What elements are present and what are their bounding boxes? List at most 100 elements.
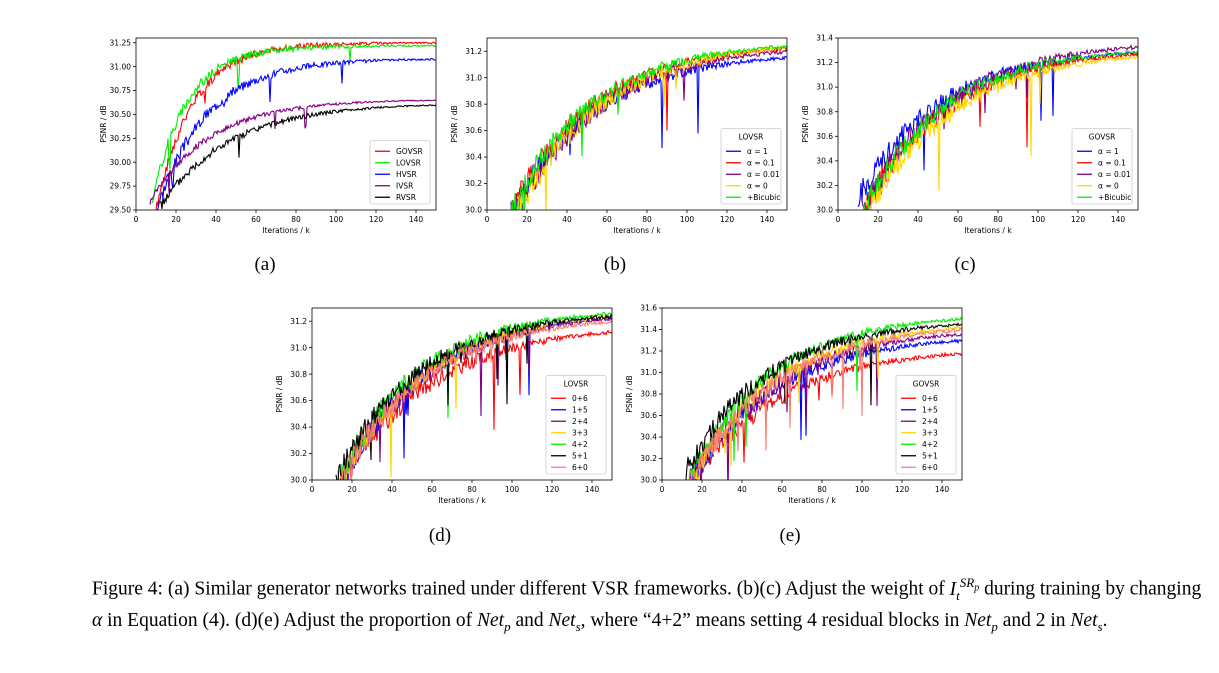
panel-label-e: (e) xyxy=(779,525,801,546)
x-tick-label-b-6: 120 xyxy=(720,215,735,224)
x-axis-label-a: Iterations / k xyxy=(262,226,310,235)
x-tick-label-c-2: 40 xyxy=(913,215,923,224)
legend-entry-a-4: RVSR xyxy=(396,193,416,202)
x-tick-label-a-3: 60 xyxy=(251,215,261,224)
caption-part-6: and 2 in xyxy=(1002,610,1066,632)
legend-title-d: LOVSR xyxy=(564,380,589,389)
y-tick-label-d-0: 30.0 xyxy=(290,476,307,485)
x-tick-label-a-4: 80 xyxy=(291,215,301,224)
legend-entry-e-6: 6+0 xyxy=(922,463,938,472)
x-tick-label-c-0: 0 xyxy=(836,215,841,224)
x-tick-label-a-0: 0 xyxy=(134,215,139,224)
y-axis-label-e: PSNR / dB xyxy=(625,375,634,412)
x-tick-label-d-3: 60 xyxy=(427,485,437,494)
series-line-e-1 xyxy=(689,338,962,480)
y-tick-label-b-3: 30.6 xyxy=(465,126,482,135)
series-line-d-5 xyxy=(335,313,612,480)
y-tick-label-c-4: 30.8 xyxy=(816,107,833,116)
legend-entry-b-0: α = 1 xyxy=(747,147,768,156)
series-line-a-4 xyxy=(159,104,436,209)
series-line-c-4 xyxy=(861,50,1138,210)
legend-entry-d-3: 3+3 xyxy=(572,428,588,437)
y-tick-label-e-1: 30.2 xyxy=(640,454,657,463)
legend-title-b: LOVSR xyxy=(739,133,764,142)
figure-caption: Figure 4: (a) Similar generator networks… xyxy=(92,570,1202,640)
chart-b-svg: 0 20 40 60 80 100 120 140 30.0 30.2 30.4 30.6 30.8 31… xyxy=(450,37,788,235)
chart-panel-d: 0 20 40 60 80 100 120 140 30.0 30.2 30.4 30.6 30.8 31… xyxy=(275,307,613,510)
x-tick-label-b-2: 40 xyxy=(562,215,572,224)
x-tick-label-a-7: 140 xyxy=(409,215,424,224)
y-tick-label-a-5: 30.75 xyxy=(110,86,132,95)
x-axis-label-c: Iterations / k xyxy=(964,226,1012,235)
x-tick-label-c-1: 20 xyxy=(873,215,883,224)
legend-entry-d-4: 4+2 xyxy=(572,440,588,449)
y-tick-label-c-3: 30.6 xyxy=(816,132,833,141)
caption-part-4: and xyxy=(515,610,544,632)
x-tick-label-e-3: 60 xyxy=(777,485,787,494)
legend-title-e: GOVSR xyxy=(913,380,940,389)
x-tick-label-c-3: 60 xyxy=(953,215,963,224)
y-tick-label-a-3: 30.25 xyxy=(110,134,132,143)
x-tick-label-e-6: 120 xyxy=(895,485,910,494)
y-tick-label-b-2: 30.4 xyxy=(465,153,482,162)
legend-entry-a-0: GOVSR xyxy=(396,147,423,156)
series-line-e-5 xyxy=(685,321,962,480)
x-tick-label-c-5: 100 xyxy=(1031,215,1046,224)
chart-panel-b: 0 20 40 60 80 100 120 140 30.0 30.2 30.4 30.6 30.8 31… xyxy=(450,37,788,240)
series-line-e-0 xyxy=(689,351,962,480)
series-line-a-3 xyxy=(149,99,436,205)
y-tick-label-c-1: 30.2 xyxy=(816,181,833,190)
x-tick-label-d-2: 40 xyxy=(387,485,397,494)
caption-symbol-alpha: α xyxy=(92,610,103,632)
x-tick-label-e-7: 140 xyxy=(935,485,950,494)
series-line-c-3 xyxy=(865,54,1138,210)
x-tick-label-b-4: 80 xyxy=(642,215,652,224)
panel-label-b: (b) xyxy=(603,254,627,275)
y-axis-label-c: PSNR / dB xyxy=(801,105,810,142)
legend-entry-a-2: HVSR xyxy=(396,170,417,179)
series-line-d-6 xyxy=(339,319,612,480)
legend-entry-e-0: 0+6 xyxy=(922,394,938,403)
legend-entry-d-5: 5+1 xyxy=(572,451,588,460)
legend-entry-d-6: 6+0 xyxy=(572,463,588,472)
x-tick-label-e-1: 20 xyxy=(697,485,707,494)
legend-entry-c-3: α = 0 xyxy=(1098,181,1119,190)
chart-d-svg: 0 20 40 60 80 100 120 140 30.0 30.2 30.4 30.6 30.8 31… xyxy=(275,307,613,505)
y-axis-label-d: PSNR / dB xyxy=(275,375,284,412)
caption-part-3: in Equation (4). (d)(e) Adjust the propo… xyxy=(107,610,473,632)
x-tick-label-d-7: 140 xyxy=(585,485,600,494)
y-tick-label-c-5: 31.0 xyxy=(816,83,833,92)
x-tick-label-b-0: 0 xyxy=(485,215,490,224)
chart-c-svg: 0 20 40 60 80 100 120 140 30.0 30.2 30.4 30.6 30.8 31… xyxy=(801,34,1139,235)
y-tick-label-e-2: 30.4 xyxy=(640,433,657,442)
caption-label: Figure 4: xyxy=(92,578,163,600)
y-tick-label-d-6: 31.2 xyxy=(290,317,307,326)
x-tick-label-d-1: 20 xyxy=(347,485,357,494)
series-line-a-0 xyxy=(155,40,436,210)
y-tick-label-b-5: 31.0 xyxy=(465,73,482,82)
caption-net-s: Nets xyxy=(548,610,581,635)
legend-entry-e-1: 1+5 xyxy=(922,405,938,414)
y-tick-label-d-5: 31.0 xyxy=(290,343,307,352)
legend-entry-c-2: α = 0.01 xyxy=(1098,170,1131,179)
panel-label-c: (c) xyxy=(954,254,976,275)
y-tick-label-b-6: 31.2 xyxy=(465,47,482,56)
y-tick-label-d-3: 30.6 xyxy=(290,396,307,405)
legend-b: LOVSR α = 1 α = 0.1 α = 0.01 α = 0 +Bicubic xyxy=(720,128,782,205)
x-tick-label-b-7: 140 xyxy=(760,215,775,224)
x-tick-label-e-4: 80 xyxy=(817,485,827,494)
x-tick-label-b-3: 60 xyxy=(602,215,612,224)
legend-entry-e-4: 4+2 xyxy=(922,440,938,449)
y-axis-label-b: PSNR / dB xyxy=(450,105,459,142)
caption-net-p: Netp xyxy=(477,610,511,635)
legend-d: LOVSR 0+6 1+5 2+4 3+3 4+2 5+1 6+0 xyxy=(545,375,607,475)
y-tick-label-a-7: 31.25 xyxy=(110,38,132,47)
x-tick-label-c-7: 140 xyxy=(1111,215,1126,224)
legend-entry-b-2: α = 0.01 xyxy=(747,170,780,179)
x-tick-label-d-0: 0 xyxy=(310,485,315,494)
caption-part-2: during training by changing xyxy=(984,578,1202,600)
y-tick-label-a-2: 30.00 xyxy=(110,158,132,167)
x-tick-label-e-0: 0 xyxy=(660,485,665,494)
plot-frame-b xyxy=(486,37,788,211)
y-tick-label-a-6: 31.00 xyxy=(110,62,132,71)
